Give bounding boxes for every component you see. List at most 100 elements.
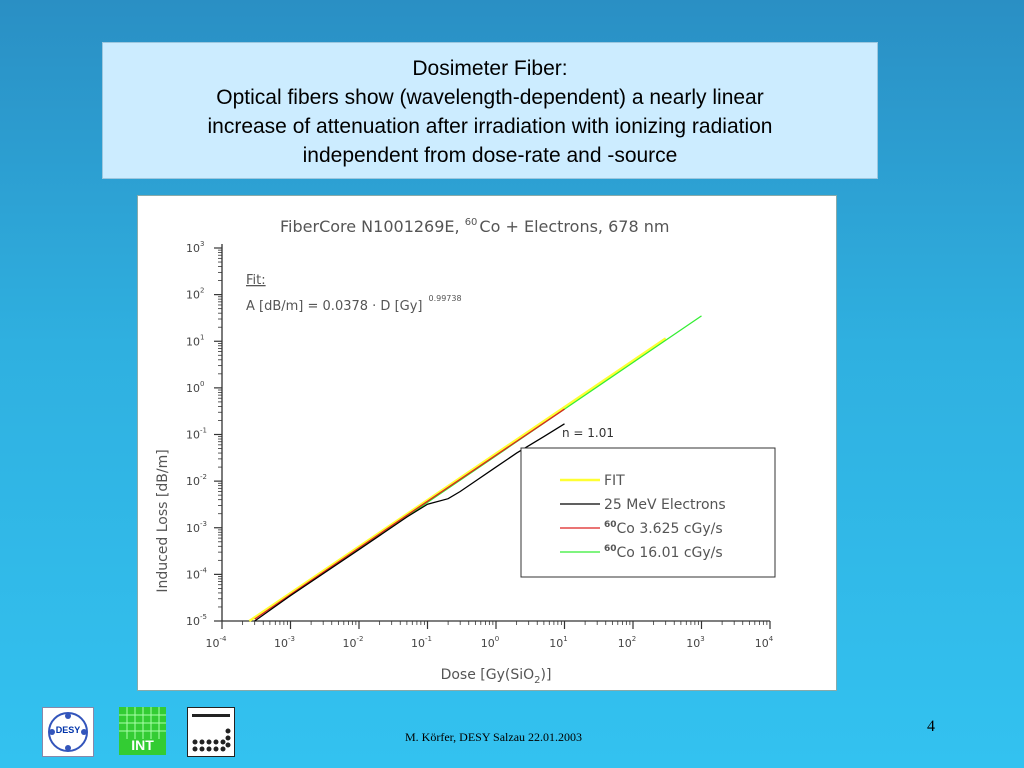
y-tick-exp: -1 [200,427,207,435]
series-line-2 [254,408,565,620]
x-tick-exp: 0 [495,635,499,643]
legend-label: 25 MeV Electrons [604,497,726,513]
x-tick-exp: -4 [220,635,228,643]
desy-logo: DESY [42,707,94,757]
series-line-0 [248,337,667,622]
legend-label-name: Co 3.625 cGy/s [617,521,723,537]
footer-text: M. Körfer, DESY Salzau 22.01.2003 [405,730,583,744]
x-tick-base: 10 [755,637,769,650]
x-tick-exp: 2 [632,635,636,643]
x-tick-base: 10 [686,637,700,650]
x-axis-label-main: Dose [Gy(SiO [441,667,535,683]
y-tick-base: 10 [186,429,200,442]
y-axis-label: Induced Loss [dB/m] [155,449,171,592]
int-logo-grid [119,707,166,739]
x-tick-label: 10-2 [343,635,364,650]
institute-logo-dots [192,714,231,752]
y-tick-label: 102 [186,287,204,302]
y-tick-exp: 1 [200,333,204,341]
x-tick-label: 10-4 [206,635,228,650]
chart-title-sup: 60 [465,217,478,228]
x-axis-label: Dose [Gy(SiO2)] [441,667,552,686]
x-tick-base: 10 [274,637,288,650]
y-tick-exp: 2 [200,287,204,295]
y-tick-label: 100 [186,380,204,395]
y-tick-base: 10 [186,335,200,348]
y-tick-base: 10 [186,615,200,628]
x-tick-label: 10-1 [411,635,432,650]
x-axis-label-end: )] [541,667,552,683]
y-tick-exp: 3 [200,240,204,248]
title-line-1: Dosimeter Fiber: [412,57,568,80]
x-tick-label: 101 [549,635,567,650]
legend-label-sup: 60 [604,520,617,530]
y-tick-label: 10-3 [186,520,207,535]
y-tick-base: 10 [186,289,200,302]
x-tick-exp: -2 [357,635,364,643]
fit-exponent: 0.99738 [428,294,461,303]
y-tick-exp: -2 [200,473,207,481]
y-tick-base: 10 [186,522,200,535]
legend-label: 60Co 16.01 cGy/s [604,544,723,561]
fit-annotation: n = 1.01 [562,426,614,440]
x-tick-base: 10 [481,637,495,650]
x-tick-exp: 1 [563,635,567,643]
x-tick-label: 102 [618,635,636,650]
desy-logo-graphic [48,712,88,752]
x-axis-label-sub: 2 [534,675,540,686]
fit-label: Fit: [246,273,266,288]
series-line-1 [254,423,565,622]
x-tick-exp: 3 [700,635,704,643]
y-tick-base: 10 [186,568,200,581]
y-tick-exp: -4 [200,566,208,574]
legend-label-name: FIT [604,473,625,489]
x-tick-label: 100 [481,635,499,650]
x-tick-base: 10 [618,637,632,650]
x-tick-label: 104 [755,635,774,650]
legend-label-name: Co 16.01 cGy/s [617,545,723,561]
chart-svg: FiberCore N1001269E, 60 Co + Electrons, 6… [155,217,776,686]
y-tick-label: 10-2 [186,473,207,488]
y-tick-exp: -3 [200,520,207,528]
legend-label: 60Co 3.625 cGy/s [604,520,723,537]
x-tick-base: 10 [549,637,563,650]
y-tick-base: 10 [186,475,200,488]
y-tick-label: 10-4 [186,566,208,581]
y-tick-label: 10-1 [186,427,207,442]
y-tick-exp: 0 [200,380,204,388]
int-logo: INT [119,707,166,755]
page-number: 4 [927,718,935,735]
x-tick-base: 10 [411,637,425,650]
axes-group: 10-4 10-3 10-2 10-1 100 101 102 103 10410-510-41… [186,240,774,650]
x-tick-exp: -3 [288,635,295,643]
chart-panel: FiberCore N1001269E, 60 Co + Electrons, 6… [137,195,837,691]
desy-logo-text: DESY [55,725,81,735]
title-line-2: Optical fibers show (wavelength-dependen… [216,86,764,109]
x-tick-label: 10-3 [274,635,295,650]
y-tick-base: 10 [186,382,200,395]
legend-label: FIT [604,473,625,489]
x-tick-base: 10 [343,637,357,650]
institute-logo [187,707,235,757]
slide-title-box: Dosimeter Fiber: Optical fibers show (wa… [102,42,878,179]
y-tick-label: 103 [186,240,204,255]
x-tick-label: 103 [686,635,704,650]
chart-title-prefix: FiberCore N1001269E, [280,217,465,236]
y-tick-label: 101 [186,333,204,348]
legend-label-name: 25 MeV Electrons [604,497,726,513]
fit-formula-text: A [dB/m] = 0.0378 · D [Gy] [246,299,422,314]
legend-label-sup: 60 [604,544,617,554]
x-tick-base: 10 [206,637,220,650]
chart-title-suffix: Co + Electrons, 678 nm [479,217,669,236]
title-line-3: increase of attenuation after irradiatio… [207,115,773,138]
y-tick-base: 10 [186,242,200,255]
fit-formula: A [dB/m] = 0.0378 · D [Gy] 0.99738 [246,294,462,314]
y-tick-label: 10-5 [186,613,207,628]
int-logo-text: INT [131,737,154,753]
title-line-4: independent from dose-rate and -source [302,144,678,167]
y-tick-exp: -5 [200,613,207,621]
x-tick-exp: 4 [769,635,774,643]
legend-box [520,447,776,578]
x-tick-exp: -1 [425,635,432,643]
